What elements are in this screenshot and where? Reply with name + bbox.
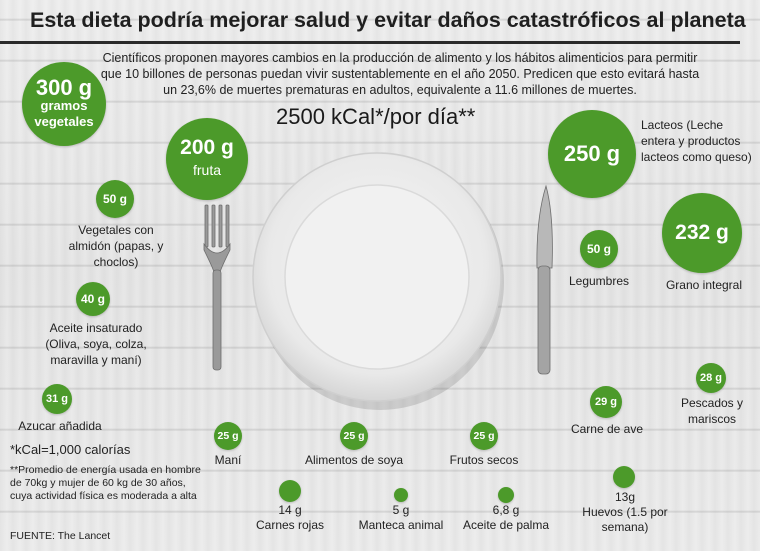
title-rule bbox=[0, 41, 740, 44]
vegetables-circle: 300 g gramos vegetales bbox=[22, 62, 106, 146]
butter-circle bbox=[394, 488, 408, 502]
red-meat-circle bbox=[279, 480, 301, 502]
eggs-label: Huevos (1.5 por semana) bbox=[582, 505, 668, 534]
kcal-footnote: *kCal=1,000 calorías bbox=[10, 442, 131, 457]
energy-total: 2500 kCal*/por día** bbox=[276, 104, 476, 129]
fork-icon bbox=[203, 204, 231, 371]
legumes-label: Legumbres bbox=[568, 274, 630, 288]
starch-veg-label: Vegetales con almidón (papas, y choclos) bbox=[68, 223, 164, 269]
palm-oil-amount: 6,8 g bbox=[492, 503, 520, 517]
eggs-circle bbox=[613, 466, 635, 488]
oil-circle: 40 g bbox=[76, 282, 110, 316]
whole-grain-label: Grano integral bbox=[665, 278, 743, 292]
energy-footnote: **Promedio de energía usada en hombre de… bbox=[10, 464, 201, 502]
nuts-label: Frutos secos bbox=[449, 453, 519, 467]
dairy-label: Lacteos (Leche entera y productos lacteo… bbox=[641, 118, 752, 164]
palm-oil-label: Aceite de palma bbox=[462, 518, 550, 532]
fruit-circle: 200 g fruta bbox=[166, 118, 248, 200]
starch-veg-circle: 50 g bbox=[96, 180, 134, 218]
fruit-label: fruta bbox=[192, 162, 221, 178]
dairy-circle: 250 g bbox=[548, 110, 636, 198]
plate-icon bbox=[252, 152, 504, 410]
eggs-amount: 13g bbox=[614, 490, 636, 504]
soy-label: Alimentos de soya bbox=[304, 453, 404, 467]
peanut-circle: 25 g bbox=[214, 422, 242, 450]
source-footnote: FUENTE: The Lancet bbox=[10, 530, 111, 542]
palm-oil-circle bbox=[498, 487, 514, 503]
butter-label: Manteca animal bbox=[358, 518, 444, 532]
knife-icon bbox=[536, 184, 553, 375]
page-title: Esta dieta podría mejorar salud y evitar… bbox=[30, 8, 746, 32]
vegetables-label: gramos vegetales bbox=[34, 98, 94, 129]
sugar-label: Azucar añadida bbox=[18, 419, 102, 433]
red-meat-block: 14 g Carnes rojas bbox=[250, 503, 330, 533]
poultry-circle: 29 g bbox=[590, 386, 622, 418]
red-meat-amount: 14 g bbox=[278, 503, 302, 517]
fish-label: Pescados y mariscos bbox=[680, 396, 744, 426]
fruit-amount: 200 g bbox=[180, 136, 234, 159]
eggs-block: 13g Huevos (1.5 por semana) bbox=[570, 490, 680, 535]
legumes-circle: 50 g bbox=[580, 230, 618, 268]
fish-circle: 28 g bbox=[696, 363, 726, 393]
palm-oil-block: 6,8 g Aceite de palma bbox=[456, 503, 556, 533]
poultry-label: Carne de ave bbox=[570, 422, 644, 436]
oil-label: Aceite insaturado (Oliva, soya, colza, m… bbox=[45, 321, 147, 367]
subtitle: Científicos proponen mayores cambios en … bbox=[100, 51, 700, 97]
butter-amount: 5 g bbox=[392, 503, 410, 517]
red-meat-label: Carnes rojas bbox=[255, 518, 325, 532]
nuts-circle: 25 g bbox=[470, 422, 498, 450]
butter-block: 5 g Manteca animal bbox=[348, 503, 454, 533]
soy-circle: 25 g bbox=[340, 422, 368, 450]
whole-grain-circle: 232 g bbox=[662, 193, 742, 273]
sugar-circle: 31 g bbox=[42, 384, 72, 414]
peanut-label: Maní bbox=[214, 453, 242, 467]
vegetables-amount: 300 g bbox=[35, 75, 93, 100]
